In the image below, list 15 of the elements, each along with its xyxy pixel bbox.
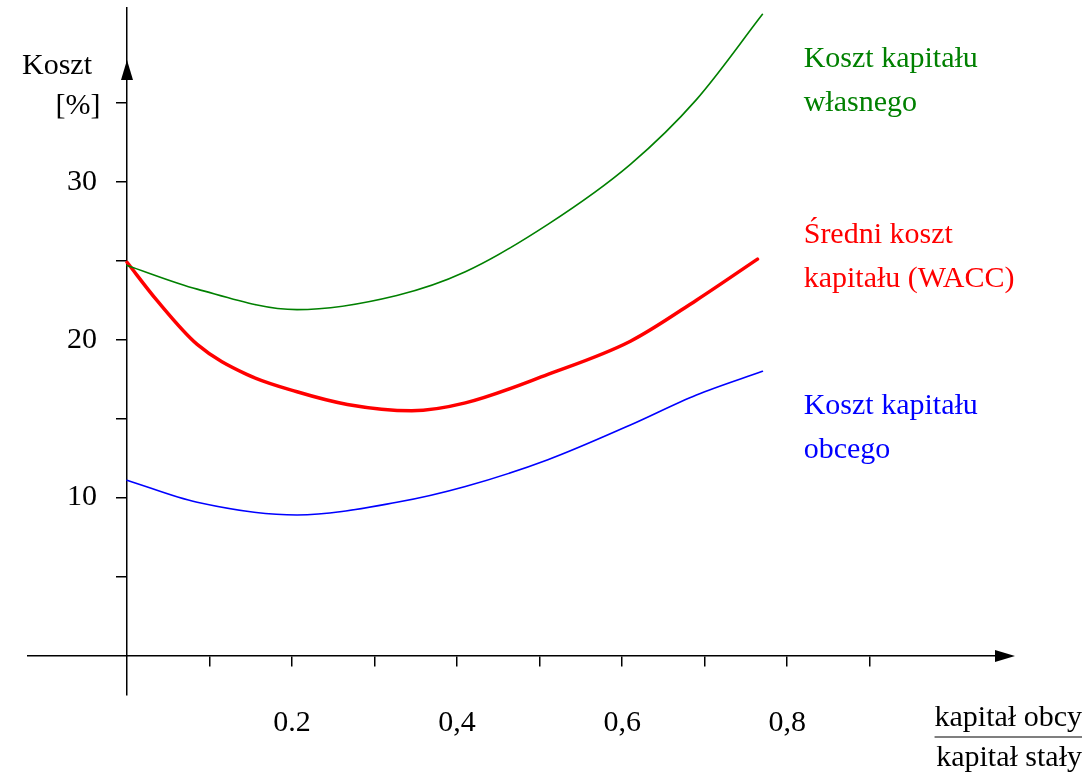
line-series [125,257,760,413]
y-tick-label: 10 [67,478,98,512]
x-tick-label: 0,6 [603,704,641,738]
series-label: Koszt kapitału własnego [803,39,978,117]
series-label: Koszt kapitału obcego [803,386,978,464]
x-tick-label: 0,8 [768,704,806,738]
y-axis-title: Koszt [%] [22,46,101,120]
x-tick-label: 0.2 [273,704,311,738]
y-tick-label: 30 [67,162,98,196]
x-axis-title: kapitał obcy kapitał stały [934,698,1082,772]
series-label: Średni koszt kapitału (WACC) [803,216,1015,295]
line-series [126,370,764,516]
y-tick-label: 20 [67,320,98,354]
x-tick-label: 0,4 [438,704,476,738]
line-series [126,13,764,311]
